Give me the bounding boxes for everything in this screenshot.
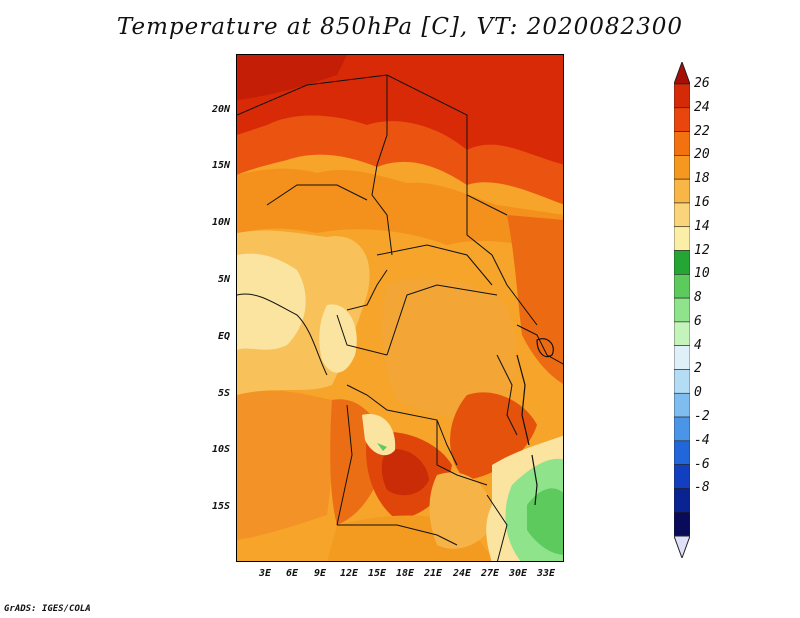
colorbar-tick-label: 20 bbox=[694, 147, 710, 163]
colorbar-tick-label: -2 bbox=[694, 409, 710, 425]
border-car bbox=[376, 244, 493, 286]
southwest-ocean bbox=[237, 390, 335, 540]
angola-plateau-cool bbox=[362, 414, 396, 456]
plot-title: Temperature at 850hPa [C], VT: 202008230… bbox=[116, 14, 684, 40]
border-gabon bbox=[336, 314, 388, 356]
border-chad bbox=[371, 75, 393, 256]
colorbar-tick-label: -8 bbox=[694, 480, 710, 496]
lakes bbox=[516, 338, 554, 506]
border-uganda bbox=[516, 324, 563, 365]
border-drc-south bbox=[346, 384, 458, 466]
colorbar-swatch bbox=[674, 107, 690, 132]
lon-label: 12E bbox=[339, 568, 359, 579]
colorbar-tick-label: 14 bbox=[694, 218, 710, 234]
colorbar-swatch bbox=[674, 440, 690, 465]
colorbar-swatch bbox=[674, 416, 690, 442]
lon-label: 15E bbox=[367, 568, 387, 579]
colorbar-tick-label: 18 bbox=[694, 171, 710, 187]
colorbar-tick-label: 16 bbox=[694, 194, 710, 210]
colorbar-tick-label: 8 bbox=[694, 290, 702, 306]
hot-core-northwest bbox=[237, 55, 347, 100]
colorbar-swatch bbox=[674, 274, 690, 299]
colorbar-swatch bbox=[674, 321, 690, 346]
colorbar-swatch bbox=[674, 83, 690, 109]
lon-label: 18E bbox=[395, 568, 415, 579]
colorbar-tick-label: 2 bbox=[694, 361, 702, 377]
credit-text: GrADS: IGES/COLA bbox=[4, 604, 91, 614]
colorbar-swatch bbox=[674, 511, 690, 537]
colorbar-tick-label: 0 bbox=[694, 385, 702, 401]
colorbar-tick-label: 26 bbox=[694, 76, 710, 91]
gabon-cool-patch bbox=[319, 304, 357, 373]
colorbar-swatch bbox=[674, 488, 690, 513]
colorbar-tick-label: -4 bbox=[694, 432, 710, 448]
colorbar-tick-label: -6 bbox=[694, 456, 710, 472]
colorbar-tick-label: 4 bbox=[694, 337, 702, 353]
colorbar-swatch bbox=[674, 155, 690, 180]
lake-tanganyika bbox=[516, 354, 530, 446]
lon-label: 3E bbox=[258, 568, 272, 579]
lon-label: 30E bbox=[508, 568, 528, 579]
colorbar-tick-label: 10 bbox=[694, 266, 710, 282]
border-namibia bbox=[337, 524, 458, 546]
border-zambia-east bbox=[486, 494, 508, 561]
hot-core-north bbox=[237, 55, 563, 165]
border-angola-west bbox=[336, 404, 353, 526]
colorbar-swatch bbox=[674, 226, 690, 251]
colorbar-swatch bbox=[674, 464, 690, 489]
colorbar-tick-label: 24 bbox=[694, 99, 710, 115]
colorbar-swatch bbox=[674, 297, 690, 323]
lon-label: 33E bbox=[536, 568, 556, 579]
colorbar bbox=[674, 62, 690, 558]
colorbar-swatch bbox=[674, 345, 690, 370]
lat-label: 20N bbox=[211, 104, 230, 115]
coastline-west bbox=[237, 293, 328, 376]
lat-label: 10N bbox=[211, 217, 230, 228]
colorbar-bottom-arrow bbox=[674, 535, 690, 558]
colorbar-tick-label: 6 bbox=[694, 313, 702, 329]
country-borders bbox=[237, 74, 563, 561]
lon-label: 21E bbox=[423, 568, 443, 579]
border-congo bbox=[386, 284, 498, 356]
lat-label: 15S bbox=[211, 501, 230, 512]
colorbar-top-arrow bbox=[674, 62, 690, 85]
lake-victoria bbox=[536, 338, 554, 358]
green-speck bbox=[377, 443, 387, 451]
lon-label: 9E bbox=[313, 568, 327, 579]
colorbar-swatch bbox=[674, 131, 690, 156]
lon-label: 24E bbox=[452, 568, 472, 579]
highland-green-core bbox=[527, 488, 563, 555]
border-cameroon bbox=[346, 269, 388, 311]
rift-warm-zone bbox=[450, 392, 537, 480]
lat-label: 15N bbox=[211, 160, 230, 171]
lat-label: 10S bbox=[211, 444, 230, 455]
colorbar-swatch bbox=[674, 369, 690, 394]
congo-basin bbox=[381, 277, 517, 420]
temperature-map bbox=[236, 54, 564, 562]
lake-malawi bbox=[531, 454, 538, 506]
border-niger bbox=[266, 184, 368, 206]
colorbar-swatch bbox=[674, 250, 690, 275]
border-rift bbox=[496, 354, 518, 436]
border-north bbox=[237, 74, 508, 216]
colorbar-tick-label: 12 bbox=[694, 242, 710, 258]
lat-label: 5N bbox=[217, 274, 230, 285]
border-angola-zambia bbox=[436, 420, 488, 486]
colorbar-swatch bbox=[674, 392, 690, 418]
lon-label: 27E bbox=[480, 568, 500, 579]
angola-hot-core bbox=[381, 449, 429, 496]
colorbar-swatch bbox=[674, 178, 690, 204]
colorbar-tick-label: 22 bbox=[694, 123, 710, 139]
sahel-band bbox=[237, 168, 563, 255]
lat-label: 5S bbox=[217, 388, 230, 399]
border-sudan bbox=[466, 195, 538, 326]
zambia-zone bbox=[429, 472, 497, 549]
lat-label: EQ bbox=[217, 331, 230, 342]
lon-label: 6E bbox=[285, 568, 299, 579]
map-canvas bbox=[237, 55, 563, 561]
colorbar-swatch bbox=[674, 202, 690, 228]
